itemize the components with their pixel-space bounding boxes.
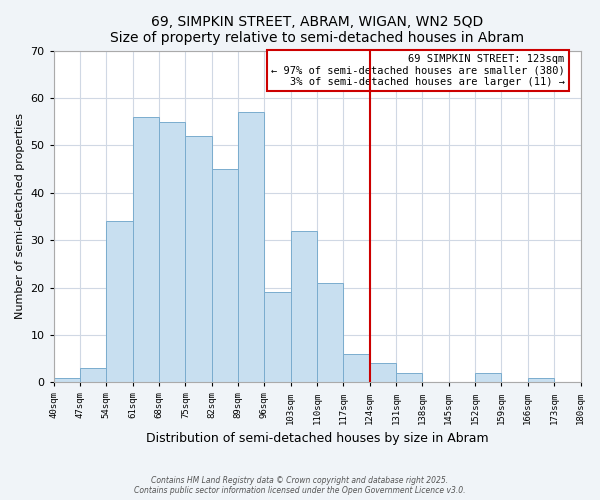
Bar (291, 230, 317, 382)
Bar (212, 169, 238, 382)
X-axis label: Distribution of semi-detached houses by size in Abram: Distribution of semi-detached houses by … (146, 432, 488, 445)
Bar (159, 122, 185, 382)
Title: 69, SIMPKIN STREET, ABRAM, WIGAN, WN2 5QD
Size of property relative to semi-deta: 69, SIMPKIN STREET, ABRAM, WIGAN, WN2 5Q… (110, 15, 524, 45)
Bar (528, 378, 554, 382)
Bar (317, 283, 343, 382)
Bar (343, 354, 370, 382)
Bar (265, 292, 291, 382)
Y-axis label: Number of semi-detached properties: Number of semi-detached properties (15, 114, 25, 320)
Bar (370, 364, 396, 382)
Bar (396, 373, 422, 382)
Bar (133, 117, 159, 382)
Bar (238, 112, 265, 382)
Bar (185, 136, 212, 382)
Bar (106, 221, 133, 382)
Bar (54, 378, 80, 382)
Bar (475, 373, 502, 382)
Bar (80, 368, 106, 382)
Text: Contains HM Land Registry data © Crown copyright and database right 2025.
Contai: Contains HM Land Registry data © Crown c… (134, 476, 466, 495)
Text: 69 SIMPKIN STREET: 123sqm
← 97% of semi-detached houses are smaller (380)
3% of : 69 SIMPKIN STREET: 123sqm ← 97% of semi-… (271, 54, 565, 87)
